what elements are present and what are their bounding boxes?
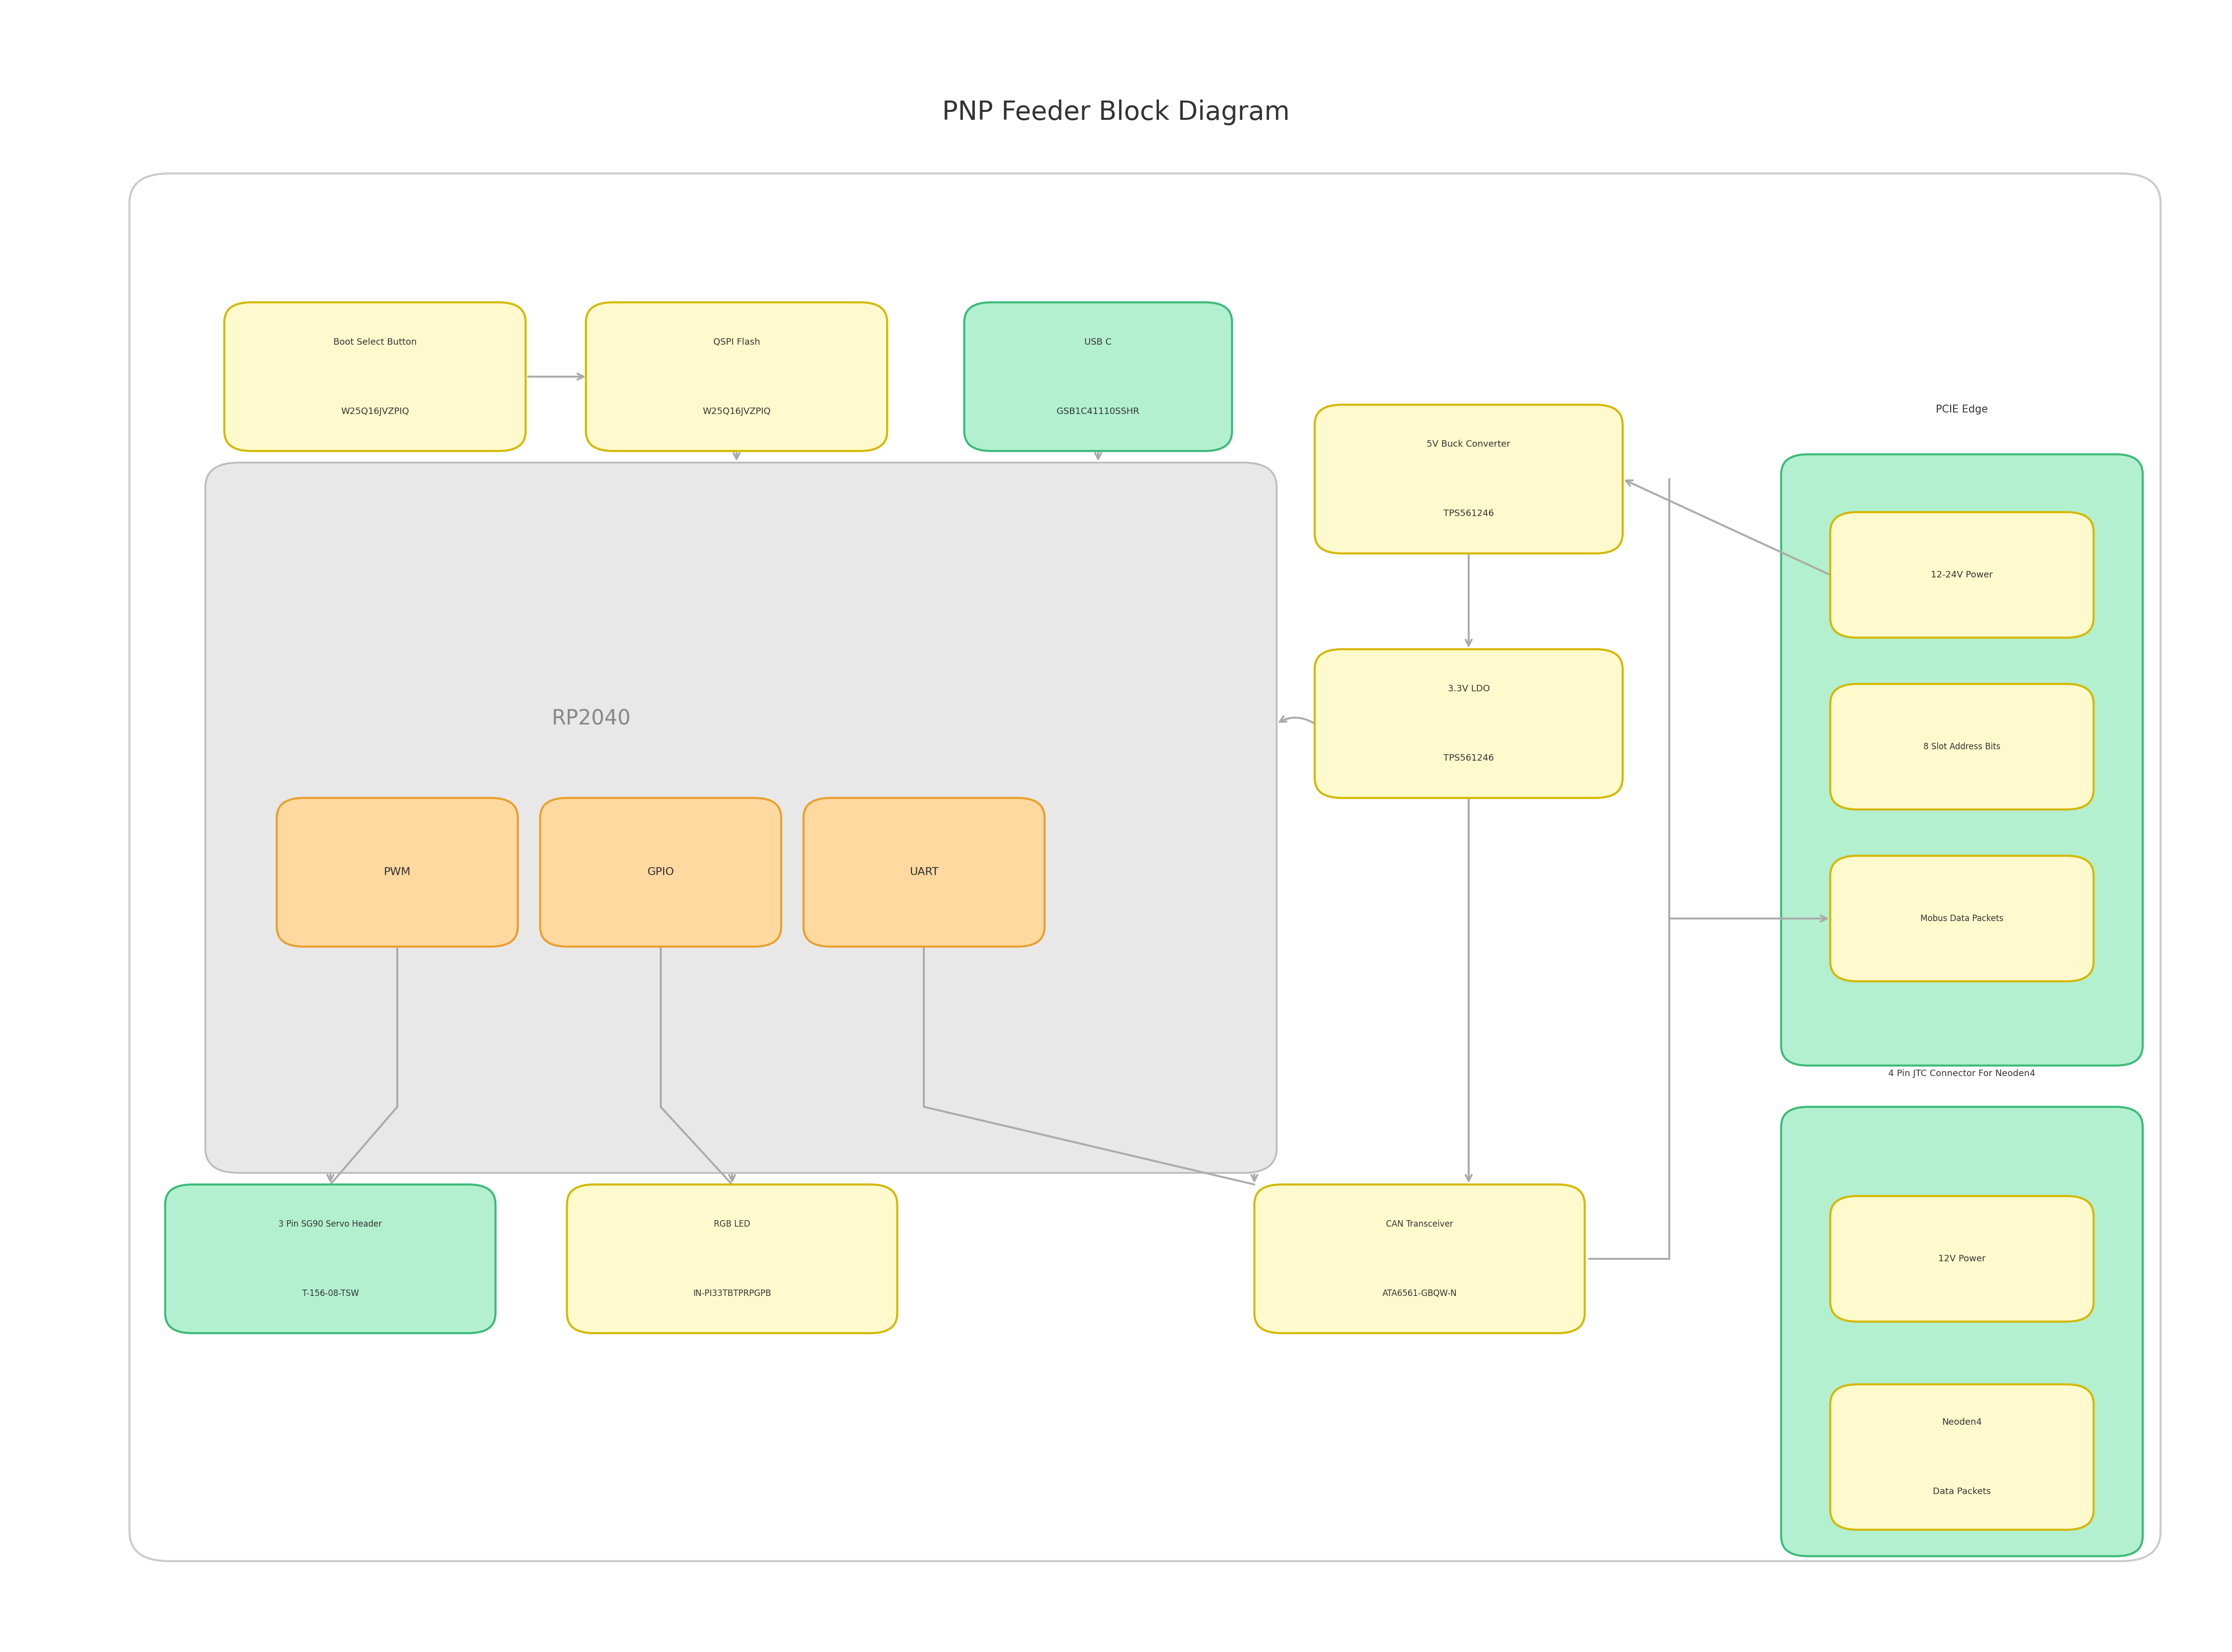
Text: 8 Slot Address Bits: 8 Slot Address Bits <box>1924 742 2000 752</box>
Text: W25Q16JVZPIQ: W25Q16JVZPIQ <box>703 406 770 416</box>
FancyBboxPatch shape <box>1315 405 1623 553</box>
Text: Neoden4: Neoden4 <box>1942 1417 1982 1427</box>
Text: PNP Feeder Block Diagram: PNP Feeder Block Diagram <box>942 99 1290 126</box>
Text: TPS561246: TPS561246 <box>1444 509 1493 519</box>
Text: RP2040: RP2040 <box>551 709 632 729</box>
FancyBboxPatch shape <box>1781 454 2143 1066</box>
Text: Data Packets: Data Packets <box>1933 1487 1991 1497</box>
FancyBboxPatch shape <box>165 1184 496 1333</box>
Text: 3.3V LDO: 3.3V LDO <box>1449 684 1489 694</box>
Text: UART: UART <box>908 867 940 877</box>
Text: Mobus Data Packets: Mobus Data Packets <box>1920 914 2004 923</box>
Text: T-156-08-TSW: T-156-08-TSW <box>301 1289 359 1298</box>
Text: 12-24V Power: 12-24V Power <box>1931 570 1993 580</box>
FancyBboxPatch shape <box>1830 1196 2094 1322</box>
Text: 12V Power: 12V Power <box>1937 1254 1986 1264</box>
FancyBboxPatch shape <box>223 302 527 451</box>
FancyBboxPatch shape <box>1830 512 2094 638</box>
Text: CAN Transceiver: CAN Transceiver <box>1386 1219 1453 1229</box>
FancyBboxPatch shape <box>540 798 781 947</box>
FancyBboxPatch shape <box>964 302 1232 451</box>
Text: RGB LED: RGB LED <box>714 1219 750 1229</box>
Text: IN-PI33TBTPRPGPB: IN-PI33TBTPRPGPB <box>694 1289 770 1298</box>
FancyBboxPatch shape <box>1315 649 1623 798</box>
FancyBboxPatch shape <box>1830 1384 2094 1530</box>
Text: Boot Select Button: Boot Select Button <box>333 337 417 347</box>
Text: PWM: PWM <box>384 867 411 877</box>
FancyBboxPatch shape <box>277 798 518 947</box>
Text: 3 Pin SG90 Servo Header: 3 Pin SG90 Servo Header <box>279 1219 382 1229</box>
Text: QSPI Flash: QSPI Flash <box>714 337 759 347</box>
Text: USB C: USB C <box>1085 337 1112 347</box>
Text: 5V Buck Converter: 5V Buck Converter <box>1426 439 1511 449</box>
Text: GPIO: GPIO <box>647 867 674 877</box>
FancyBboxPatch shape <box>567 1184 897 1333</box>
Text: W25Q16JVZPIQ: W25Q16JVZPIQ <box>341 406 408 416</box>
FancyBboxPatch shape <box>205 463 1277 1173</box>
Text: 4 Pin JTC Connector For Neoden4: 4 Pin JTC Connector For Neoden4 <box>1888 1069 2036 1079</box>
FancyBboxPatch shape <box>585 302 888 451</box>
FancyBboxPatch shape <box>1830 856 2094 981</box>
Text: GSB1C41110SSHR: GSB1C41110SSHR <box>1056 406 1141 416</box>
FancyBboxPatch shape <box>804 798 1045 947</box>
FancyBboxPatch shape <box>1254 1184 1585 1333</box>
FancyBboxPatch shape <box>129 173 2161 1561</box>
FancyBboxPatch shape <box>1830 684 2094 809</box>
FancyBboxPatch shape <box>1781 1107 2143 1556</box>
Text: PCIE Edge: PCIE Edge <box>1935 405 1989 415</box>
Text: ATA6561-GBQW-N: ATA6561-GBQW-N <box>1382 1289 1457 1298</box>
Text: TPS561246: TPS561246 <box>1444 753 1493 763</box>
